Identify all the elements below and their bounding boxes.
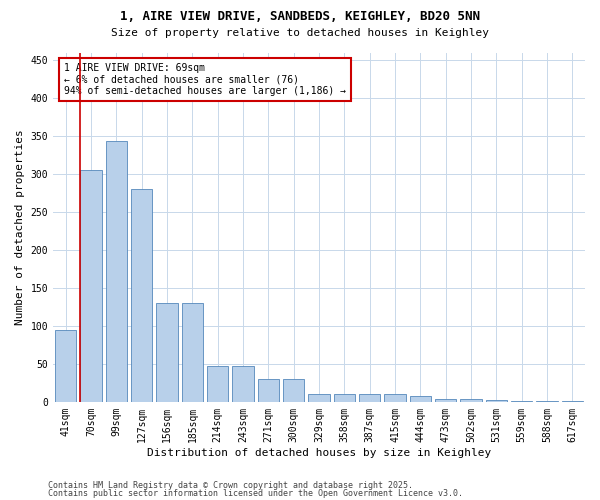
Bar [55, 330, 76, 402]
Bar [359, 394, 380, 402]
Bar [435, 399, 457, 402]
Bar [308, 394, 330, 402]
Bar [410, 396, 431, 402]
Text: Contains HM Land Registry data © Crown copyright and database right 2025.: Contains HM Land Registry data © Crown c… [48, 480, 413, 490]
Bar [257, 379, 279, 402]
Bar [562, 401, 583, 402]
Bar [460, 399, 482, 402]
Bar [511, 401, 532, 402]
Bar [207, 366, 229, 402]
Text: Contains public sector information licensed under the Open Government Licence v3: Contains public sector information licen… [48, 489, 463, 498]
Bar [156, 303, 178, 402]
Text: Size of property relative to detached houses in Keighley: Size of property relative to detached ho… [111, 28, 489, 38]
X-axis label: Distribution of detached houses by size in Keighley: Distribution of detached houses by size … [147, 448, 491, 458]
Text: 1 AIRE VIEW DRIVE: 69sqm
← 6% of detached houses are smaller (76)
94% of semi-de: 1 AIRE VIEW DRIVE: 69sqm ← 6% of detache… [64, 63, 346, 96]
Bar [232, 366, 254, 402]
Bar [283, 379, 304, 402]
Bar [334, 394, 355, 402]
Bar [485, 400, 507, 402]
Text: 1, AIRE VIEW DRIVE, SANDBEDS, KEIGHLEY, BD20 5NN: 1, AIRE VIEW DRIVE, SANDBEDS, KEIGHLEY, … [120, 10, 480, 23]
Bar [80, 170, 102, 402]
Bar [384, 394, 406, 402]
Bar [536, 401, 558, 402]
Bar [131, 189, 152, 402]
Y-axis label: Number of detached properties: Number of detached properties [15, 130, 25, 325]
Bar [182, 303, 203, 402]
Bar [106, 142, 127, 402]
